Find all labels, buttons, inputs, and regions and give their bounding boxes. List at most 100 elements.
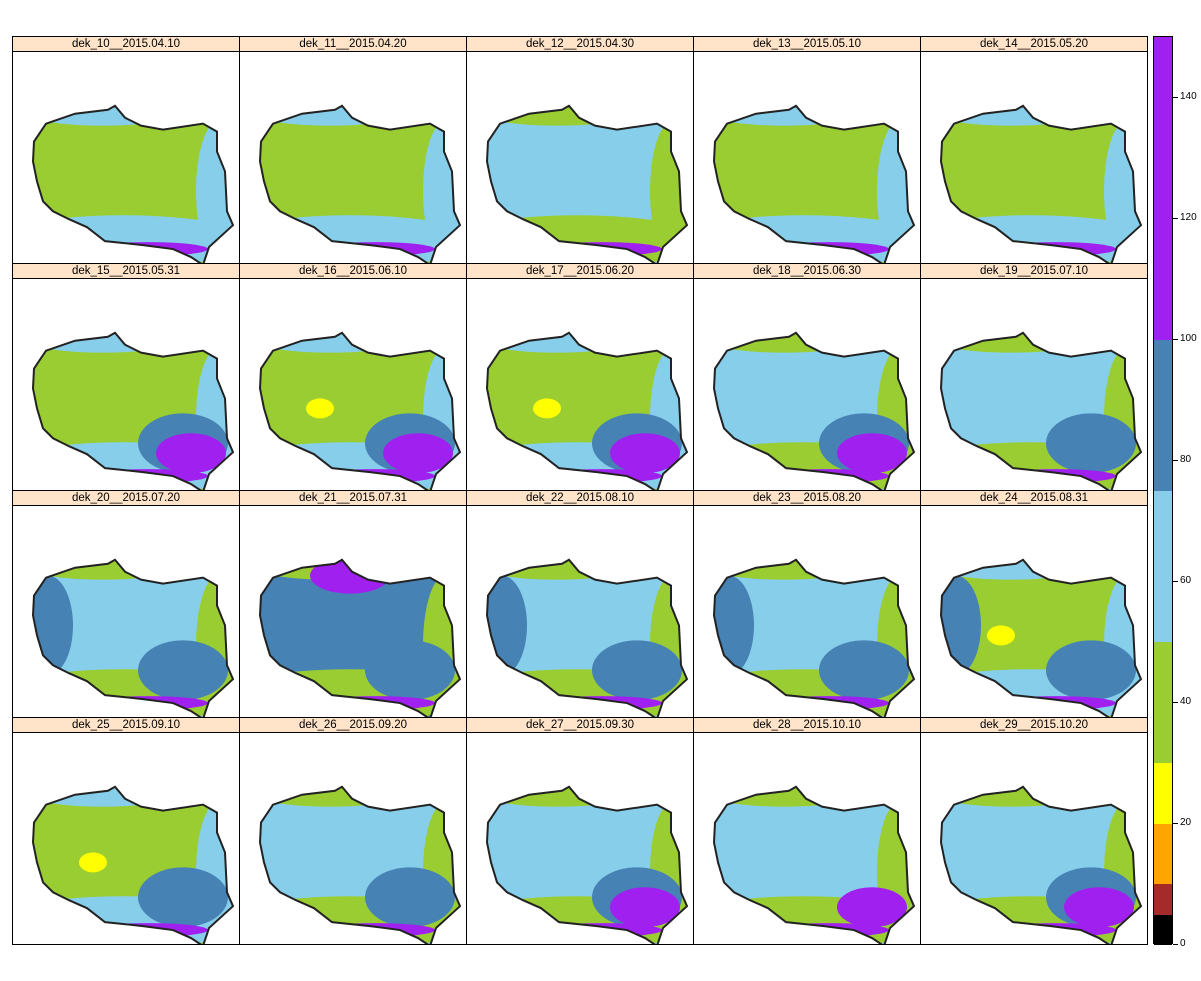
color-key-band [1154,339,1172,491]
map-region-north-coast [260,332,410,353]
color-key-band [1154,763,1172,824]
country-map [939,558,1143,717]
color-key-band [1154,642,1172,764]
country-map [712,331,916,490]
color-key-band [1154,37,1172,340]
map-panel: dek_14__2015.05.20 [920,36,1148,264]
map-region-mountains [996,242,1116,257]
map-region-north-coast [487,559,637,580]
map-panel: dek_29__2015.10.20 [920,717,1148,945]
country-border [31,785,235,944]
country-border [712,331,916,490]
country-map [712,558,916,717]
panel-title: dek_21__2015.07.31 [240,491,466,506]
map-region-north-coast [33,786,183,807]
map-region-north-coast [260,786,410,807]
map-panel: dek_18__2015.06.30 [693,263,921,491]
map-region-mountains [88,242,208,257]
country-border [485,785,689,944]
map-region-mountains [996,696,1116,711]
map-region-north-coast [260,105,410,126]
panel-title: dek_25__2015.09.10 [13,718,239,733]
map-region-southeast [1046,640,1136,701]
map-region-north-coast [714,105,864,126]
map-panel: dek_15__2015.05.31 [12,263,240,491]
map-region-mountains [315,923,435,938]
country-border [712,558,916,717]
country-border [485,331,689,490]
map-region-mountains [542,242,662,257]
map-region-north-coast [33,105,183,126]
map-region-southeast [365,867,455,928]
panel-title: dek_24__2015.08.31 [921,491,1147,506]
country-map [485,104,689,263]
map-region-mountains [88,923,208,938]
map-region-mountains [88,696,208,711]
country-map [939,785,1143,944]
map-region-southeast [138,867,228,928]
map-panel: dek_28__2015.10.10 [693,717,921,945]
country-border [485,558,689,717]
map-region-mountains [542,923,662,938]
country-map [939,104,1143,263]
map-region-low-values [533,398,561,419]
color-key-tick [1173,96,1178,98]
panel-title: dek_19__2015.07.10 [921,264,1147,279]
country-map [31,104,235,263]
map-region-mountains [769,923,889,938]
map-panel: dek_23__2015.08.20 [693,490,921,718]
panel-title: dek_27__2015.09.30 [467,718,693,733]
country-border [31,558,235,717]
map-panel: dek_12__2015.04.30 [466,36,694,264]
map-region-north-coast [33,332,183,353]
map-region-low-values [79,852,107,873]
color-key [1153,36,1173,945]
map-panel: dek_21__2015.07.31 [239,490,467,718]
map-region-low-values [306,398,334,419]
country-map [258,785,462,944]
map-region-north-coast [487,105,637,126]
map-region-mountains [542,469,662,484]
map-region-north-coast [714,559,864,580]
country-map [485,785,689,944]
map-region-high-values [1064,887,1134,928]
color-key-tick [1173,217,1178,219]
country-border [939,558,1143,717]
map-region-north-coast [941,332,1091,353]
map-region-north-coast [941,559,1091,580]
color-key-band [1154,823,1172,885]
map-region-high-values [383,433,453,474]
map-region-north-coast [941,105,1091,126]
color-key-tick-label: 40 [1180,695,1192,707]
panel-title: dek_10__2015.04.10 [13,37,239,52]
map-panel: dek_19__2015.07.10 [920,263,1148,491]
map-region-mountains [315,242,435,257]
map-panel: dek_11__2015.04.20 [239,36,467,264]
map-region-high-values [610,433,680,474]
map-region-southeast [592,640,682,701]
country-map [258,104,462,263]
panel-title: dek_14__2015.05.20 [921,37,1147,52]
panel-title: dek_20__2015.07.20 [13,491,239,506]
color-key-band [1154,884,1172,915]
map-panel: dek_10__2015.04.10 [12,36,240,264]
map-panel: dek_20__2015.07.20 [12,490,240,718]
panel-title: dek_18__2015.06.30 [694,264,920,279]
map-region-mountains [542,696,662,711]
country-map [31,331,235,490]
map-region-mountains [769,242,889,257]
color-key-tick-label: 80 [1180,453,1192,465]
color-key-tick [1173,459,1178,461]
country-map [31,785,235,944]
map-region-mountains [769,469,889,484]
panel-title: dek_11__2015.04.20 [240,37,466,52]
panel-title: dek_22__2015.08.10 [467,491,693,506]
map-region-mountains [769,696,889,711]
country-border [485,104,689,263]
panel-title: dek_29__2015.10.20 [921,718,1147,733]
map-region-mountains [315,469,435,484]
country-map [31,558,235,717]
country-map [258,558,462,717]
color-key-band [1154,491,1172,643]
map-panel: dek_16__2015.06.10 [239,263,467,491]
